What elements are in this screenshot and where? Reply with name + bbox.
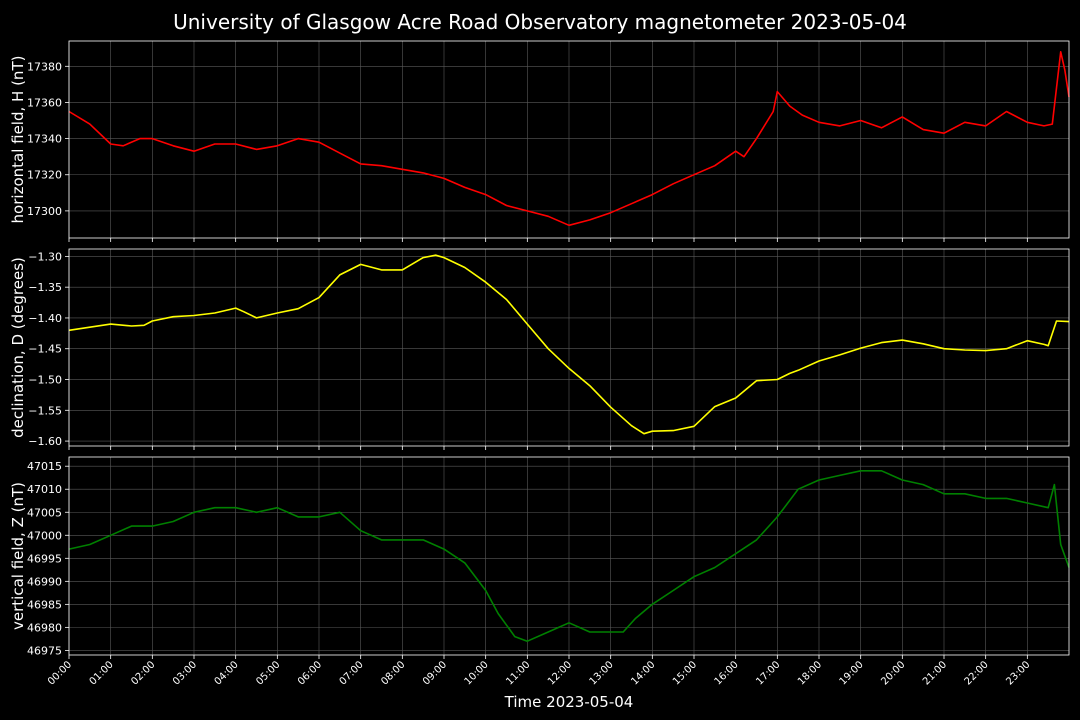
- x-tick-label: 23:00: [1004, 659, 1032, 687]
- y-tick-label: 46990: [27, 575, 62, 588]
- y-tick-label: 17320: [27, 169, 62, 182]
- x-tick-label: 20:00: [879, 659, 907, 687]
- x-tick-label: 15:00: [671, 659, 699, 687]
- series-line-z: [68, 470, 1070, 642]
- chart-title: University of Glasgow Acre Road Observat…: [173, 10, 907, 34]
- x-tick-label: 08:00: [379, 659, 407, 687]
- x-tick-label: 03:00: [171, 659, 199, 687]
- y-tick-label: 46995: [27, 552, 62, 565]
- y-tick-label: −1.35: [28, 281, 62, 294]
- x-tick-label: 01:00: [88, 659, 116, 687]
- x-tick-label: 00:00: [46, 659, 74, 687]
- y-tick-label: 17360: [27, 96, 62, 109]
- y-tick-label: 17300: [27, 205, 62, 218]
- y-tick-label: 46985: [27, 598, 62, 611]
- x-tick-label: 11:00: [504, 659, 532, 687]
- axes-frame: [68, 456, 1070, 656]
- y-tick-label: 47005: [27, 506, 62, 519]
- y-tick-label: −1.40: [28, 312, 62, 325]
- x-tick-label: 13:00: [588, 659, 616, 687]
- x-tick-label: 07:00: [338, 659, 366, 687]
- x-tick-label: 22:00: [963, 659, 991, 687]
- axes-frame: [68, 248, 1070, 447]
- series-line-d: [68, 254, 1070, 435]
- x-tick-label: 21:00: [921, 659, 949, 687]
- y-tick-label: 46980: [27, 621, 62, 634]
- y-tick-label: 17380: [27, 60, 62, 73]
- y-tick-label: 47010: [27, 483, 62, 496]
- x-tick-label: 06:00: [296, 659, 324, 687]
- axes-frame: [68, 40, 1070, 239]
- y-tick-label: −1.45: [28, 343, 62, 356]
- y-tick-label: −1.50: [28, 374, 62, 387]
- y-tick-label: 17340: [27, 133, 62, 146]
- series-line-h: [68, 51, 1070, 227]
- x-tick-label: 18:00: [796, 659, 824, 687]
- x-tick-label: 10:00: [463, 659, 491, 687]
- y-tick-label: −1.30: [28, 250, 62, 263]
- x-tick-label: 12:00: [546, 659, 574, 687]
- x-tick-label: 05:00: [254, 659, 282, 687]
- x-tick-label: 09:00: [421, 659, 449, 687]
- panel-d: −1.30 −1.35 −1.40 −1.45 −1.50 −1.55 −1.60decli…: [9, 248, 1070, 450]
- y-axis-label: declination, D (degrees): [9, 257, 27, 438]
- y-tick-label: 46975: [27, 644, 62, 657]
- panel-z: 46975 46980 46985 46990 46995 47000 47005 47010…: [9, 456, 1070, 659]
- x-tick-label: 04:00: [213, 659, 241, 687]
- x-axis-label: Time 2023-05-04: [504, 693, 634, 711]
- x-tick-label: 17:00: [754, 659, 782, 687]
- y-axis-label: horizontal field, H (nT): [9, 56, 27, 224]
- y-tick-label: −1.55: [28, 404, 62, 417]
- x-tick-label: 14:00: [629, 659, 657, 687]
- x-tick-label: 19:00: [838, 659, 866, 687]
- x-tick-label: 16:00: [713, 659, 741, 687]
- y-tick-label: 47000: [27, 529, 62, 542]
- x-tick-label: 02:00: [129, 659, 157, 687]
- y-tick-label: 47015: [27, 460, 62, 473]
- y-tick-label: −1.60: [28, 435, 62, 448]
- y-axis-label: vertical field, Z (nT): [9, 482, 27, 630]
